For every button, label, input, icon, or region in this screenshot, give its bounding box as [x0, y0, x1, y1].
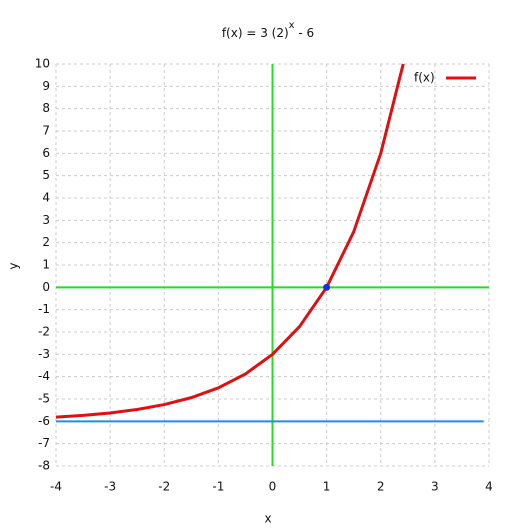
- y-tick-label: -6: [38, 414, 50, 428]
- x-tick-label: 4: [485, 480, 493, 494]
- x-tick-label: 3: [431, 480, 439, 494]
- y-tick-label: 10: [35, 57, 50, 71]
- y-tick-label: -1: [38, 302, 50, 316]
- point: [323, 283, 331, 291]
- y-axis-label: y: [7, 262, 21, 269]
- y-tick-label: -5: [38, 392, 50, 406]
- x-tick-label: -3: [104, 480, 116, 494]
- chart-title: f(x) = 3 (2)x - 6: [222, 20, 314, 40]
- y-tick-label: 0: [42, 280, 50, 294]
- y-tick-label: 9: [42, 79, 50, 93]
- y-tick-label: 5: [42, 168, 50, 182]
- series-line: [55, 63, 405, 419]
- y-tick-label: -3: [38, 347, 50, 361]
- y-tick-label: -8: [38, 459, 50, 473]
- y-tick-label: 7: [42, 124, 50, 138]
- title-exponent: x: [289, 20, 295, 31]
- y-tick-label: -2: [38, 325, 50, 339]
- y-tick-label: 6: [42, 146, 50, 160]
- x-tick-label: -1: [212, 480, 224, 494]
- y-tick-label: 1: [42, 258, 50, 272]
- title-base: f(x) = 3 (2): [222, 26, 289, 40]
- y-tick-label: -7: [38, 436, 50, 450]
- title-suffix: - 6: [295, 26, 315, 40]
- y-tick-label: -4: [38, 369, 50, 383]
- x-axis-label: x: [264, 512, 271, 526]
- y-tick-label: 3: [42, 213, 50, 227]
- x-tick-label: -4: [50, 480, 62, 494]
- y-tick-label: 4: [42, 191, 50, 205]
- y-tick-label: 2: [42, 235, 50, 249]
- x-tick-label: 2: [377, 480, 385, 494]
- y-tick-label: 8: [42, 101, 50, 115]
- x-tick-label: -2: [158, 480, 170, 494]
- x-tick-label: 1: [323, 480, 331, 494]
- legend-label: f(x): [414, 71, 435, 85]
- x-tick-label: 0: [269, 480, 277, 494]
